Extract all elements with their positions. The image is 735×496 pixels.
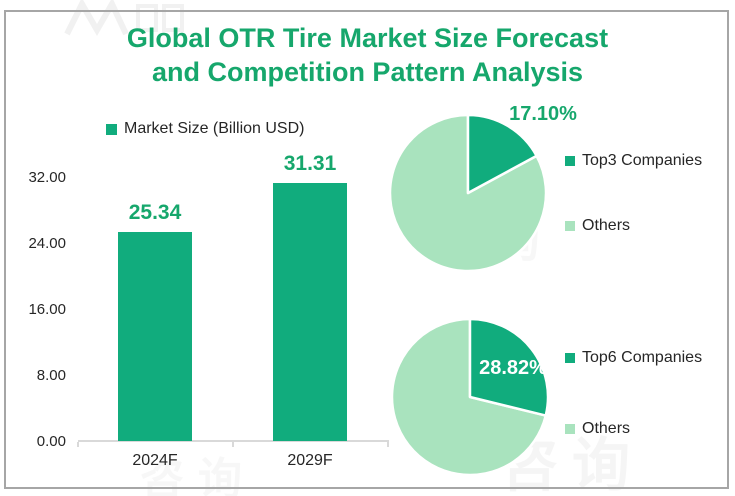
x-axis-notch xyxy=(232,442,234,447)
pie-chart-top3 xyxy=(388,113,548,273)
legend-item-others-top3: Others xyxy=(565,217,630,235)
pie-label-top3-percent: 17.10% xyxy=(509,103,577,125)
pie-slice-top3 xyxy=(466,113,538,195)
x-axis-label-2029f: 2029F xyxy=(287,452,333,469)
bar-2024f xyxy=(118,231,192,441)
pie-label-top6-percent: 28.82% xyxy=(479,357,547,379)
y-axis-tick-8: 8.00 xyxy=(36,367,66,384)
y-axis-tick-24: 24.00 xyxy=(28,235,66,252)
y-axis-tick-16: 16.00 xyxy=(28,301,66,318)
legend-swatch-others-top6 xyxy=(565,424,575,434)
title-line-2: and Competition Pattern Analysis xyxy=(151,57,584,87)
bar-value-label-2029f: 31.31 xyxy=(283,151,337,175)
legend-label-others-top6: Others xyxy=(582,420,631,437)
legend-label-top3: Top3 Companies xyxy=(582,152,703,169)
bar-chart-legend: Market Size (Billion USD) xyxy=(106,120,304,138)
legend-item-others-top6: Others xyxy=(565,420,630,438)
border-frame xyxy=(4,10,729,489)
bar-value-label-2024f: 25.34 xyxy=(128,200,182,224)
pie-slice-top6 xyxy=(468,317,550,417)
legend-swatch-others-top3 xyxy=(565,221,575,231)
legend-label-top6: Top6 Companies xyxy=(582,349,703,366)
y-axis-tick-32: 32.00 xyxy=(28,169,66,186)
pie-chart-top6 xyxy=(390,317,550,477)
legend-swatch-market-size xyxy=(106,123,117,135)
bar-2029f xyxy=(273,182,347,441)
legend-label-market-size: Market Size (Billion USD) xyxy=(124,120,305,137)
legend-item-top3-companies: Top3 Companies xyxy=(565,152,702,170)
legend-item-top6-companies: Top6 Companies xyxy=(565,349,702,367)
x-axis-notch xyxy=(77,442,79,447)
title-line-1: Global OTR Tire Market Size Forecast xyxy=(126,23,609,53)
y-axis-tick-0: 0.00 xyxy=(36,433,66,450)
legend-label-others-top3: Others xyxy=(582,217,631,234)
legend-swatch-top6 xyxy=(565,353,575,363)
page-title: Global OTR Tire Market Size Forecast and… xyxy=(0,21,735,89)
x-axis-label-2024f: 2024F xyxy=(132,452,178,469)
x-axis-notch xyxy=(387,442,389,447)
legend-swatch-top3 xyxy=(565,156,575,166)
x-axis-line xyxy=(78,440,389,442)
